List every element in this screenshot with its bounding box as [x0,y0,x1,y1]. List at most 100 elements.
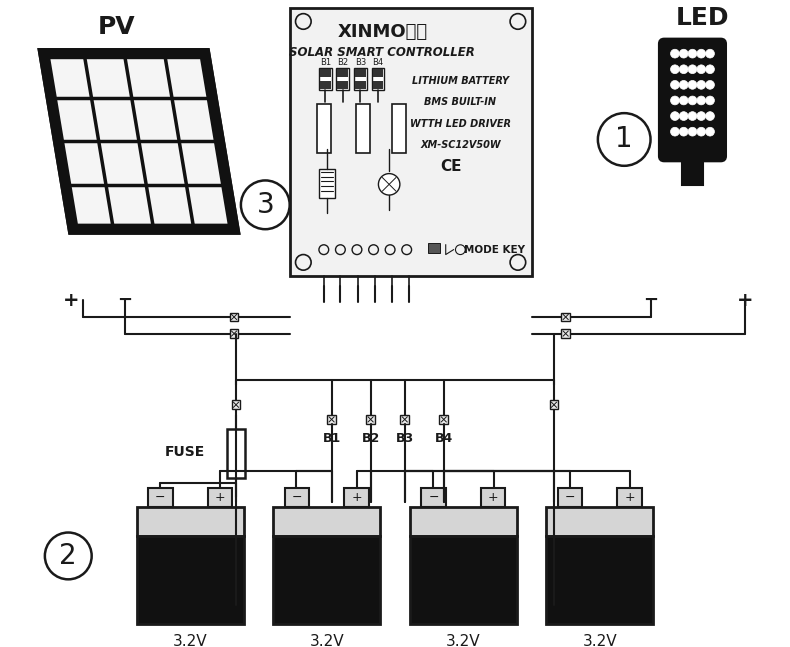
Text: XINMO新默: XINMO新默 [337,23,427,41]
Text: B3: B3 [396,432,414,445]
Bar [230,329,239,338]
Bar [367,415,375,424]
Text: −: − [117,291,133,309]
Text: B1: B1 [320,58,331,67]
Bar [421,488,446,507]
Text: +: + [487,491,498,504]
Bar [317,104,331,153]
Circle shape [456,245,465,254]
Circle shape [705,65,714,74]
Text: BMS BUILT-IN: BMS BUILT-IN [424,98,496,107]
Circle shape [671,80,679,89]
Bar [137,536,244,624]
Bar [546,536,653,624]
Circle shape [510,254,525,270]
Circle shape [697,80,705,89]
Bar [355,81,366,89]
Text: −: − [155,491,166,504]
Text: +: + [215,491,225,504]
Bar [208,488,232,507]
Bar [337,69,349,90]
Bar [230,313,239,322]
Text: +: + [63,291,80,310]
Circle shape [679,112,688,120]
Bar [373,69,383,77]
Bar [561,329,570,338]
Bar [373,81,383,89]
Bar [284,488,309,507]
Circle shape [671,127,679,136]
Text: −: − [565,491,575,504]
Bar [410,507,517,536]
Circle shape [378,173,400,195]
Text: 3.2V: 3.2V [446,634,480,647]
Circle shape [319,245,329,254]
Bar [546,507,653,536]
Text: B4: B4 [372,58,383,67]
Circle shape [705,49,714,58]
Bar [231,400,240,409]
Circle shape [697,112,705,120]
Circle shape [688,65,697,74]
Text: WTTH LED DRIVER: WTTH LED DRIVER [410,119,511,129]
Text: −: − [643,291,658,309]
Text: B2: B2 [337,58,348,67]
Polygon shape [44,54,234,229]
Bar [319,169,334,198]
Circle shape [671,96,679,105]
Circle shape [688,112,697,120]
Circle shape [402,245,412,254]
Circle shape [679,96,688,105]
Bar [428,243,440,252]
FancyBboxPatch shape [660,39,726,161]
Circle shape [697,65,705,74]
Text: LITHIUM BATTERY: LITHIUM BATTERY [412,76,509,86]
Circle shape [688,80,697,89]
Circle shape [697,127,705,136]
Bar [320,81,331,89]
Circle shape [510,14,525,29]
Bar [371,69,384,90]
Text: B3: B3 [355,58,366,67]
Bar [319,69,332,90]
Bar [355,69,366,77]
Bar [273,507,380,536]
Text: B1: B1 [322,432,340,445]
Bar [290,8,532,276]
Bar [682,156,703,185]
Text: +: + [352,491,362,504]
Text: −: − [292,491,303,504]
Circle shape [679,80,688,89]
Circle shape [671,112,679,120]
Bar [550,400,559,409]
Bar [392,104,406,153]
Text: 3.2V: 3.2V [173,634,208,647]
Circle shape [705,80,714,89]
Circle shape [45,532,92,579]
Circle shape [705,112,714,120]
Bar [356,104,370,153]
Text: 2: 2 [59,542,77,570]
Bar [439,415,448,424]
Circle shape [386,245,395,254]
Circle shape [671,49,679,58]
Text: B4: B4 [435,432,453,445]
Bar [337,69,348,77]
Text: +: + [624,491,635,504]
Bar [617,488,641,507]
Circle shape [705,96,714,105]
Circle shape [679,127,688,136]
Bar [149,488,173,507]
Circle shape [336,245,345,254]
Circle shape [679,65,688,74]
Text: XM-SC12V50W: XM-SC12V50W [420,140,501,150]
Circle shape [369,245,378,254]
Circle shape [679,49,688,58]
Circle shape [671,65,679,74]
Text: +: + [737,291,754,310]
Text: MODE KEY: MODE KEY [464,245,525,255]
Circle shape [705,127,714,136]
Bar [137,507,244,536]
Text: 3.2V: 3.2V [310,634,344,647]
Circle shape [241,181,290,229]
